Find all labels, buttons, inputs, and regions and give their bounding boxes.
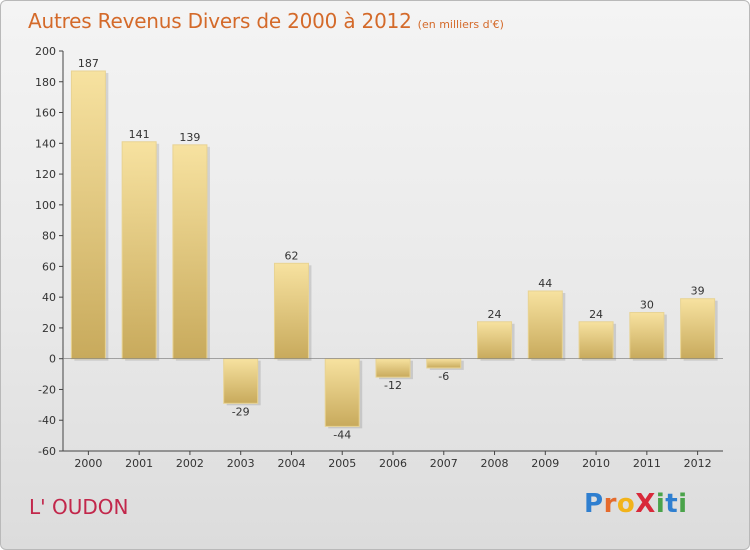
bar	[629, 312, 665, 360]
logo-letter: i	[678, 489, 688, 519]
data-label: -29	[232, 405, 250, 418]
data-label: 62	[284, 249, 298, 262]
x-tick-label: 2009	[531, 457, 559, 470]
y-tick-label: 80	[42, 230, 56, 243]
data-label: 24	[488, 308, 502, 321]
y-tick-label: -60	[38, 445, 56, 458]
y-tick-label: 140	[35, 137, 56, 150]
logo-letter: r	[603, 489, 617, 519]
bar	[578, 321, 614, 360]
bar	[273, 262, 309, 360]
location-label: L' OUDON	[29, 495, 129, 519]
bar	[680, 298, 716, 360]
bar	[324, 358, 360, 427]
bar	[426, 358, 462, 369]
bar	[477, 321, 513, 360]
data-label: 187	[78, 57, 99, 70]
data-label: -44	[333, 428, 351, 441]
logo-letter: P	[584, 489, 604, 519]
x-tick-label: 2008	[481, 457, 509, 470]
data-label: 24	[589, 308, 603, 321]
x-tick-label: 2003	[227, 457, 255, 470]
logo-letter: o	[616, 489, 636, 519]
x-tick-label: 2005	[328, 457, 356, 470]
y-tick-label: 120	[35, 168, 56, 181]
data-label: 44	[538, 277, 552, 290]
x-tick-label: 2002	[176, 457, 204, 470]
data-label: -6	[438, 370, 449, 383]
y-tick-label: 40	[42, 291, 56, 304]
chart-title: Autres Revenus Divers de 2000 à 2012	[28, 9, 412, 33]
x-tick-label: 2004	[277, 457, 305, 470]
x-tick-label: 2000	[74, 457, 102, 470]
y-tick-label: 180	[35, 76, 56, 89]
data-label: 141	[129, 128, 150, 141]
bar	[375, 358, 411, 378]
y-tick-label: 0	[49, 353, 56, 366]
x-tick-label: 2007	[430, 457, 458, 470]
bar	[121, 141, 157, 360]
y-tick-label: 100	[35, 199, 56, 212]
logo-letter: i	[655, 489, 666, 519]
bar	[172, 144, 208, 360]
data-label: 139	[179, 131, 200, 144]
y-tick-label: 160	[35, 107, 56, 120]
chart-title-block: Autres Revenus Divers de 2000 à 2012 (en …	[28, 9, 504, 33]
y-tick-label: 200	[35, 45, 56, 58]
proxiti-logo: ProXiti	[584, 489, 688, 519]
x-tick-label: 2012	[684, 457, 712, 470]
bar	[527, 290, 563, 360]
y-tick-label: 20	[42, 322, 56, 335]
data-label: 39	[691, 285, 705, 298]
y-tick-label: 60	[42, 260, 56, 273]
data-label: 30	[640, 299, 654, 312]
x-tick-label: 2001	[125, 457, 153, 470]
x-tick-label: 2011	[633, 457, 661, 470]
logo-letter: X	[635, 489, 656, 519]
y-tick-label: -40	[38, 414, 56, 427]
bar	[223, 358, 259, 404]
x-tick-label: 2006	[379, 457, 407, 470]
chart-unit: (en milliers d'€)	[417, 18, 504, 31]
y-tick-label: -20	[38, 383, 56, 396]
logo-letter: t	[665, 489, 679, 519]
data-label: -12	[384, 379, 402, 392]
bar	[70, 70, 106, 360]
x-tick-label: 2010	[582, 457, 610, 470]
